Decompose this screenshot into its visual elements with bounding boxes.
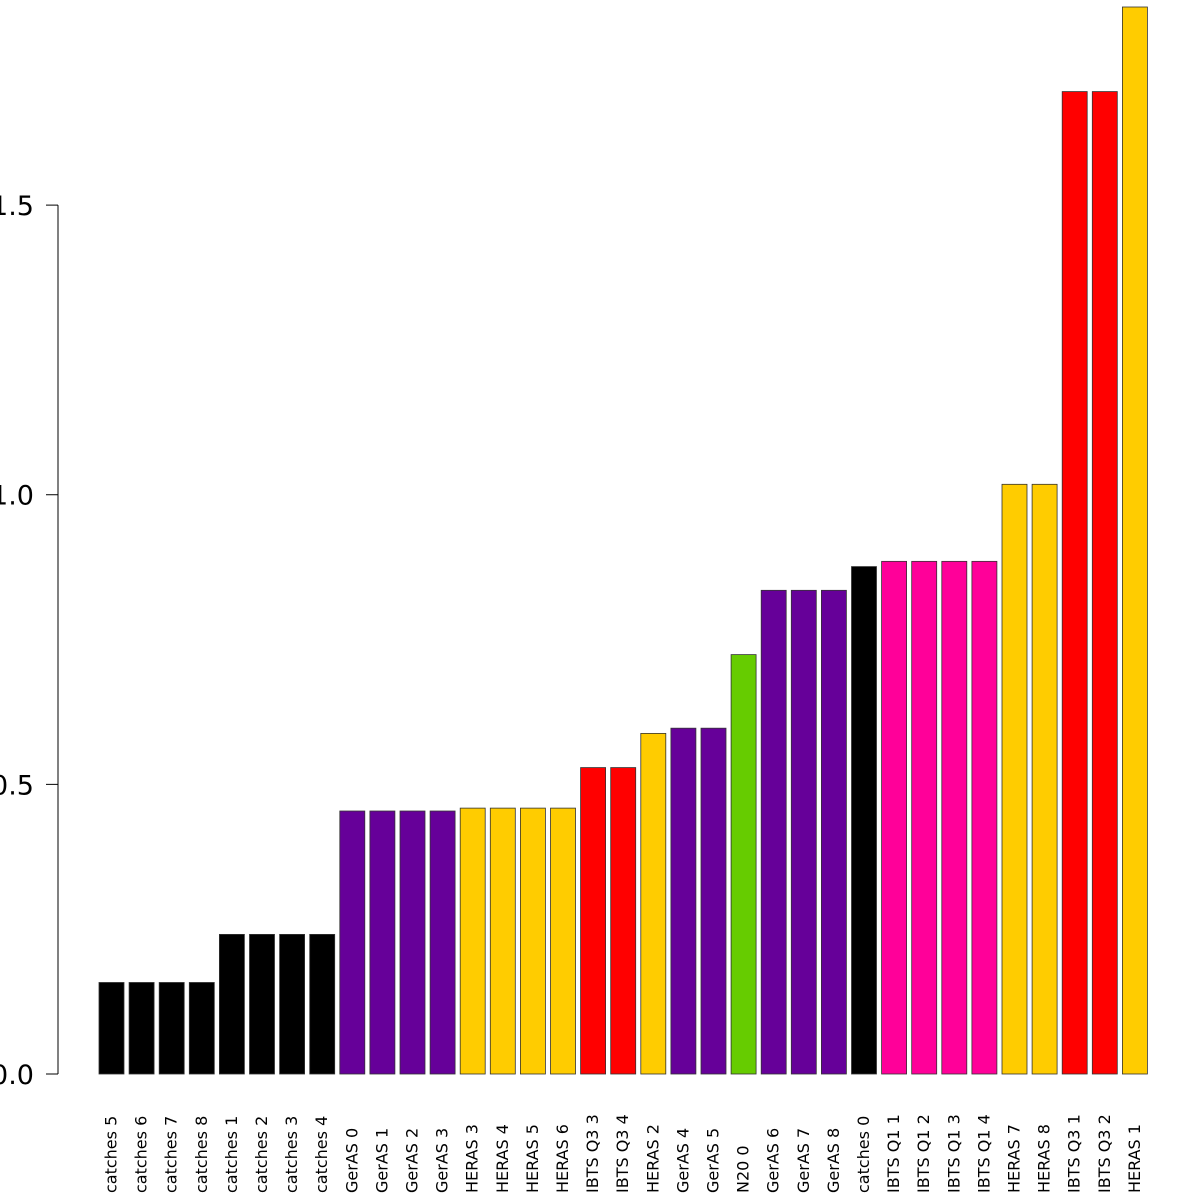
bar <box>580 767 606 1075</box>
x-tick-label: HERAS 4 <box>493 1124 512 1193</box>
bar <box>128 982 155 1075</box>
bar <box>971 560 998 1075</box>
bar <box>640 732 667 1075</box>
bar <box>700 727 727 1075</box>
x-tick-label: IBTS Q1 3 <box>944 1114 963 1193</box>
x-tick-label: catches 3 <box>282 1116 301 1193</box>
bar <box>760 589 787 1075</box>
x-tick-label: catches 5 <box>102 1116 121 1193</box>
bar <box>1031 483 1058 1075</box>
x-tick-label: IBTS Q3 4 <box>613 1114 632 1193</box>
bar <box>369 810 396 1075</box>
bar <box>911 560 938 1075</box>
x-tick-label: IBTS Q3 1 <box>1065 1114 1084 1193</box>
x-tick-label: catches 6 <box>132 1116 151 1193</box>
bar <box>1122 6 1148 1075</box>
x-tick-label: GerAS 6 <box>764 1128 783 1193</box>
bar <box>249 933 275 1075</box>
x-tick-label: catches 0 <box>854 1116 873 1193</box>
x-tick-label: N20 0 <box>734 1145 753 1193</box>
x-tick-label: GerAS 2 <box>403 1128 422 1193</box>
x-tick-label: catches 4 <box>312 1116 331 1193</box>
bar <box>1091 91 1118 1075</box>
bar <box>399 810 426 1075</box>
x-tick-label: IBTS Q1 4 <box>974 1114 993 1193</box>
x-tick-label: GerAS 7 <box>794 1128 813 1193</box>
bar <box>821 589 847 1075</box>
x-tick-label: GerAS 1 <box>372 1128 391 1193</box>
x-tick-label: HERAS 7 <box>1005 1124 1024 1193</box>
x-tick-label: GerAS 3 <box>433 1128 452 1193</box>
x-tick-label: HERAS 2 <box>643 1124 662 1193</box>
y-tick-label: 0.0 <box>0 1060 34 1091</box>
x-tick-label: HERAS 8 <box>1035 1124 1054 1193</box>
x-tick-label: HERAS 1 <box>1125 1124 1144 1193</box>
bar <box>98 982 125 1075</box>
bar <box>459 807 486 1075</box>
bar <box>550 807 576 1075</box>
bar <box>309 933 336 1075</box>
x-tick-label: catches 8 <box>192 1116 211 1193</box>
bar <box>520 807 546 1075</box>
x-tick-label: IBTS Q3 3 <box>583 1114 602 1193</box>
bar <box>851 566 877 1075</box>
bar <box>941 560 968 1075</box>
x-tick-label: GerAS 5 <box>704 1128 723 1193</box>
bar <box>610 767 637 1075</box>
bar <box>730 654 757 1075</box>
x-tick-label: catches 1 <box>222 1116 241 1193</box>
bar <box>790 589 817 1075</box>
x-tick-label: IBTS Q3 2 <box>1095 1114 1114 1193</box>
x-tick-label: HERAS 3 <box>463 1124 482 1193</box>
bar <box>279 933 306 1075</box>
bar <box>881 560 907 1075</box>
bar <box>1001 483 1028 1075</box>
x-axis-labels: catches 5 catches 6 catches 7 catches 8 catc… <box>102 1114 1144 1193</box>
x-tick-label: IBTS Q1 2 <box>914 1114 933 1193</box>
bar <box>670 727 697 1075</box>
y-tick-label: 1.5 <box>0 191 34 222</box>
bar <box>1061 91 1088 1075</box>
bar <box>188 982 215 1075</box>
x-tick-label: HERAS 5 <box>523 1124 542 1193</box>
bar <box>158 982 185 1075</box>
x-tick-label: catches 2 <box>252 1116 271 1193</box>
y-axis: 0.0 0.5 1.0 1.5 <box>0 191 59 1091</box>
bar <box>218 933 245 1075</box>
y-tick-label: 1.0 <box>0 481 34 512</box>
x-tick-label: GerAS 0 <box>342 1128 361 1193</box>
bar <box>429 810 456 1075</box>
x-tick-label: HERAS 6 <box>553 1124 572 1193</box>
x-tick-label: IBTS Q1 1 <box>884 1114 903 1193</box>
y-tick-label: 0.5 <box>0 770 34 801</box>
bars <box>98 6 1148 1075</box>
bar <box>339 810 366 1075</box>
x-tick-label: GerAS 4 <box>673 1128 692 1193</box>
x-tick-label: catches 7 <box>162 1116 181 1193</box>
x-tick-label: GerAS 8 <box>824 1128 843 1193</box>
bar <box>489 807 516 1075</box>
